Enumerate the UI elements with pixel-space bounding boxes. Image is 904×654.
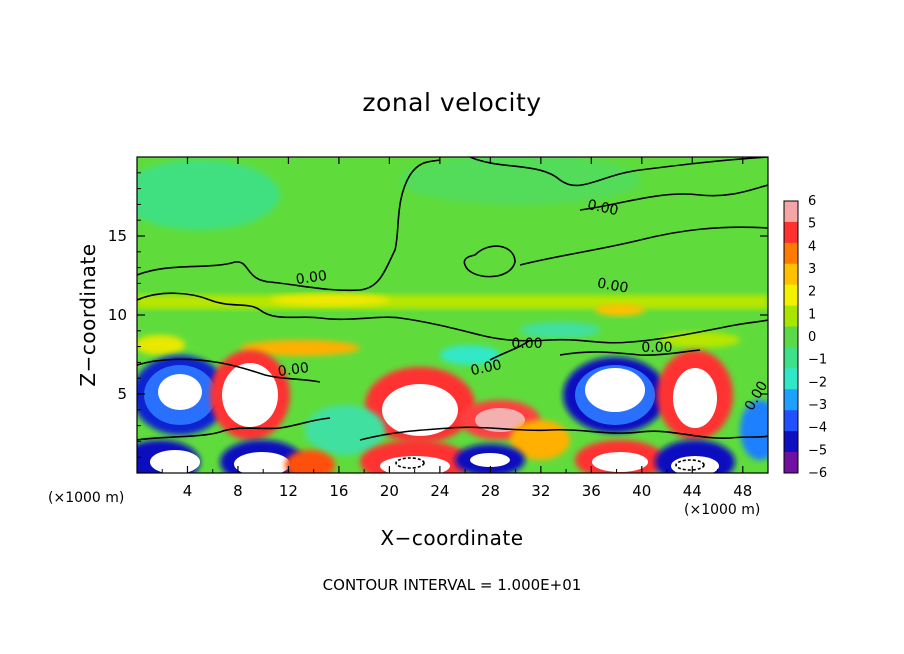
x-tick-label: 32 — [531, 482, 550, 500]
chart-title: zonal velocity — [362, 88, 542, 117]
x-tick-label: 24 — [430, 482, 449, 500]
colorbar-swatch — [784, 431, 798, 453]
x-tick-label: 8 — [233, 482, 243, 500]
colorbar-swatch — [784, 284, 798, 307]
y-tick-label: 5 — [117, 385, 127, 403]
colorbar-swatch — [784, 242, 798, 265]
contour-label: 0.00 — [596, 275, 629, 296]
colorbar-label: 5 — [808, 217, 816, 232]
colorbar-label: 4 — [808, 239, 816, 254]
colorbar-swatch — [784, 389, 798, 411]
colorbar-label: −1 — [808, 353, 827, 368]
colorbar-label: −2 — [808, 375, 827, 390]
contour-label: 0.00 — [469, 357, 503, 379]
contour-label: 0.00 — [586, 197, 620, 219]
contour-label: 0.00 — [277, 360, 310, 380]
x-tick-label: 4 — [183, 482, 193, 500]
colorbar-swatch — [784, 201, 798, 223]
colorbar-label: −4 — [808, 421, 827, 436]
colorbar-swatch — [784, 263, 798, 286]
x-tick-label: 48 — [733, 482, 752, 500]
contour-label: 0.00 — [511, 336, 542, 352]
colorbar-label: 1 — [808, 307, 816, 322]
x-tick-label: 16 — [329, 482, 348, 500]
colorbar-label: 0 — [808, 330, 816, 345]
colorbar-label: −6 — [808, 466, 827, 481]
zero-contours — [137, 157, 768, 471]
colorbar-label: −3 — [808, 398, 827, 413]
x-tick-label: 28 — [481, 482, 500, 500]
x-axis-label: X−coordinate — [380, 526, 524, 550]
x-tick-label: 40 — [632, 482, 651, 500]
contour-label: 0.00 — [641, 340, 672, 356]
colorbar-frame — [783, 200, 799, 474]
x-unit-label-left: (×1000 m) — [48, 490, 125, 506]
x-tick-label: 20 — [380, 482, 399, 500]
colorbar-swatch — [784, 410, 798, 432]
colorbar-label: 3 — [808, 262, 816, 277]
colorbar-swatch — [784, 368, 798, 390]
x-tick-label: 44 — [683, 482, 702, 500]
y-tick-label: 15 — [108, 227, 127, 245]
colorbar-label: 2 — [808, 285, 816, 300]
x-unit-label-right: (×1000 m) — [684, 502, 761, 518]
contour-interval-note: CONTOUR INTERVAL = 1.000E+01 — [322, 576, 582, 594]
y-axis-ticks: 5 10 15 — [108, 172, 768, 458]
x-axis-ticks: 4 8 12 16 20 24 28 32 36 40 44 48 — [161, 157, 752, 500]
x-tick-label: 36 — [582, 482, 601, 500]
y-tick-label: 10 — [108, 306, 127, 324]
colorbar: 6 5 4 3 2 1 0 −1 −2 −3 −4 −5 −6 — [783, 194, 827, 481]
colorbar-swatch — [784, 347, 798, 369]
colorbar-label: 6 — [808, 194, 816, 209]
contour-label: 0.00 — [295, 268, 328, 288]
colorbar-label: −5 — [808, 443, 827, 458]
colorbar-swatch — [784, 326, 798, 348]
colorbar-swatch — [784, 452, 798, 474]
velocity-field — [137, 157, 768, 473]
colorbar-swatch — [784, 221, 798, 244]
colorbar-swatch — [784, 305, 798, 328]
x-tick-label: 12 — [279, 482, 298, 500]
